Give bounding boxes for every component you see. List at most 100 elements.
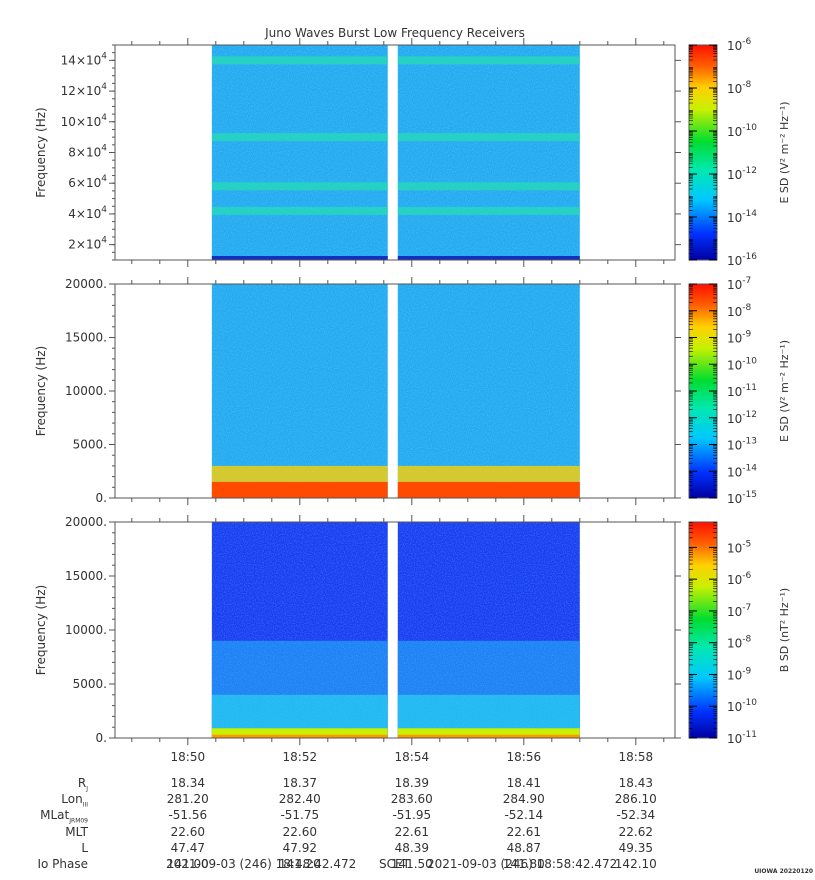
colorbar-tick-label: 10-11	[727, 730, 757, 746]
ephemeris-value: 22.60	[170, 824, 205, 839]
y-tick-label: 6×104	[68, 174, 107, 190]
spectrogram-noise	[211, 522, 388, 738]
x-tick-label: 18:52	[282, 750, 318, 764]
colorbar-label: E SD (V² m⁻² Hz⁻¹)	[778, 101, 791, 203]
ephemeris-value: 18.43	[618, 776, 653, 790]
ephemeris-row-label: LonIII	[61, 792, 88, 809]
y-tick-label: 5000.	[73, 677, 107, 691]
colorbar-tick-label: 10-8	[727, 80, 752, 96]
colorbar-tick-label: 10-9	[727, 666, 752, 682]
y-tick-label: 15000.	[65, 331, 107, 345]
ephemeris-row-label: MLT	[65, 824, 88, 839]
colorbar-tick-label: 10-6	[727, 37, 752, 53]
emission-band	[397, 182, 580, 191]
ephemeris-value: 18.37	[282, 776, 317, 790]
ephemeris-value: 141.80	[502, 857, 545, 871]
chart-title: Juno Waves Burst Low Frequency Receivers	[264, 26, 525, 40]
y-tick-label: 2×104	[68, 236, 107, 252]
ephemeris-value: 282.40	[278, 792, 321, 807]
colorbar-tick-label: 10-7	[727, 603, 751, 619]
ephemeris-value: 284.90	[502, 792, 545, 807]
ephemeris-value: 22.61	[394, 824, 429, 839]
emission-band	[211, 734, 388, 738]
colorbar-tick-label: 10-10	[727, 356, 757, 372]
ephemeris-value: 283.60	[390, 792, 433, 807]
ephemeris-value: 18.41	[506, 776, 541, 790]
colorbar-tick-label: 10-12	[727, 410, 757, 426]
emission-band	[397, 206, 580, 215]
colorbar-tick-label: 10-10	[727, 123, 757, 139]
ephemeris-value: -52.14	[504, 808, 544, 823]
footer-start-time: 2021-09-03 (246) 18:48:42.472	[166, 857, 357, 871]
spectrogram-noise	[397, 522, 580, 738]
colorbar	[688, 521, 718, 739]
ephemeris-value: 48.87	[506, 840, 541, 855]
ephemeris-row-label: RJ	[77, 776, 88, 793]
ephemeris-value: 141.20	[278, 857, 321, 871]
ephemeris-value: -52.34	[616, 808, 656, 823]
colorbar-tick-label: 10-16	[727, 252, 757, 268]
colorbar-tick-label: 10-10	[727, 698, 757, 714]
emission-band	[211, 481, 388, 498]
ephemeris-value: 18.39	[394, 776, 429, 790]
emission-band	[397, 133, 580, 142]
colorbar-tick-label: 10-5	[727, 539, 751, 555]
emission-band	[211, 56, 388, 65]
emission-band	[397, 481, 580, 498]
ephemeris-value: -51.56	[168, 808, 208, 823]
colorbar-tick-label: 10-8	[727, 303, 752, 319]
ephemeris-value: 142.10	[614, 857, 657, 871]
y-tick-label: 0.	[96, 491, 107, 505]
emission-band	[211, 206, 388, 215]
ephemeris-row-label: L	[81, 840, 88, 855]
colorbar-tick-label: 10-13	[727, 437, 757, 453]
panel-frame	[114, 44, 676, 261]
colorbar-tick-label: 10-14	[727, 209, 757, 225]
ephemeris-value: 22.60	[282, 824, 317, 839]
y-tick-label: 10×104	[61, 113, 108, 129]
y-tick-label: 8×104	[68, 144, 107, 160]
y-tick-label: 10000.	[65, 384, 107, 398]
colorbar-label: E SD (V² m⁻² Hz⁻¹)	[778, 340, 791, 442]
ephemeris-value: 47.92	[282, 840, 317, 855]
footer-end-time: 2021-09-03 (246) 18:58:42.472	[427, 857, 618, 871]
colorbar-label: B SD (nT² Hz⁻¹)	[778, 588, 791, 672]
colorbar-tick-label: 10-6	[727, 571, 752, 587]
ephemeris-value: 281.20	[166, 792, 209, 807]
spectrogram-noise	[211, 45, 388, 260]
ephemeris-value: 22.62	[618, 824, 653, 839]
y-tick-label: 20000.	[65, 277, 107, 291]
panel-frame	[114, 521, 676, 739]
emission-band	[397, 56, 580, 65]
ephemeris-value: 48.39	[394, 840, 429, 855]
colorbar-tick-label: 10-12	[727, 166, 757, 182]
colorbar-tick-label: 10-11	[727, 383, 757, 399]
credit-label: UIOWA 20220120	[754, 868, 813, 875]
panel-frame	[114, 283, 676, 499]
emission-band	[211, 728, 388, 738]
low-frequency-edge	[397, 256, 580, 260]
panel-middle: 0. 5000. 10000. 15000. 20000. Frequency (Hz) 1…	[34, 276, 791, 506]
y-tick-label: 10000.	[65, 623, 107, 637]
ephemeris-value: 141.00	[166, 857, 209, 871]
spectrogram-noise	[397, 284, 580, 498]
ephemeris-value: 47.47	[170, 840, 205, 855]
colorbar-tick-label: 10-9	[727, 330, 752, 346]
x-tick-label: 18:50	[170, 750, 206, 764]
y-axis-label: Frequency (Hz)	[34, 107, 48, 198]
y-tick-label: 5000.	[73, 438, 107, 452]
emission-band	[397, 465, 580, 482]
y-axis-label: Frequency (Hz)	[34, 585, 48, 676]
low-frequency-edge	[211, 256, 388, 260]
x-tick-label: 18:54	[394, 750, 430, 764]
colorbar-tick-label: 10-14	[727, 463, 757, 479]
panel-bottom: 0. 5000. 10000. 15000. 20000. Frequency (Hz) 1…	[34, 515, 791, 746]
ephemeris-value: 18.34	[170, 776, 205, 790]
ephemeris-row-label: MLatJRM09	[40, 808, 88, 825]
spectrogram-noise	[211, 284, 388, 498]
emission-band	[397, 734, 580, 738]
ephemeris-value: 49.35	[618, 840, 653, 855]
emission-band	[211, 182, 388, 191]
ephemeris-row-label: Io Phase	[37, 857, 88, 871]
